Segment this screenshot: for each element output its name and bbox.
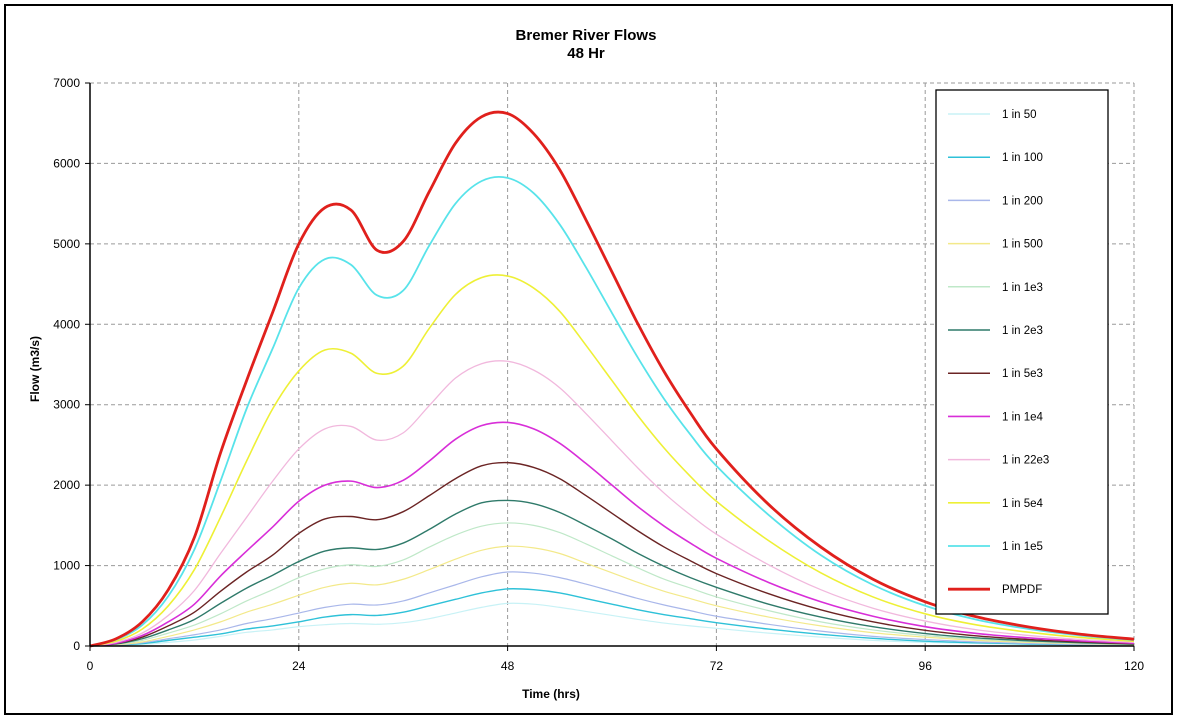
x-tick-label: 48 [501, 659, 515, 673]
y-tick-label: 6000 [53, 156, 80, 170]
legend-label: PMPDF [1002, 584, 1042, 596]
legend-label: 1 in 1e5 [1002, 541, 1043, 553]
x-tick-label: 72 [710, 659, 724, 673]
legend: 1 in 50 1 in 100 1 in 200 1 in 500 1 in 1e3 1… [935, 89, 1109, 615]
legend-label: 1 in 200 [1002, 195, 1043, 207]
series-line-pmpdf [89, 110, 1135, 648]
series-line-1-in-200 [89, 571, 1135, 647]
y-axis-title: Flow (m3/s) [28, 336, 42, 402]
legend-label: 1 in 100 [1002, 152, 1043, 164]
x-tick-label: 120 [1124, 659, 1144, 673]
legend-label: 1 in 22e3 [1002, 455, 1049, 467]
series-line-1-in-500 [89, 545, 1135, 647]
series-line-1-in-1e3 [89, 522, 1135, 647]
legend-label: 1 in 50 [1002, 109, 1037, 121]
series-line-1-in-22e3 [89, 360, 1135, 647]
y-tick-label: 7000 [53, 76, 80, 90]
chart-title: Bremer River Flows [516, 27, 657, 44]
y-tick-label: 1000 [53, 559, 80, 573]
series-line-1-in-1e5 [89, 176, 1135, 647]
chart-subtitle: 48 Hr [567, 45, 605, 62]
line-chart: Bremer River Flows 48 Hr 0 1000 2000 3000 40… [28, 27, 1144, 701]
series-lines [89, 110, 1135, 648]
x-tick-label: 24 [292, 659, 306, 673]
legend-label: 1 in 500 [1002, 239, 1043, 251]
y-tick-label: 3000 [53, 398, 80, 412]
series-line-1-in-1e4 [89, 421, 1135, 647]
y-tick-label: 5000 [53, 237, 80, 251]
legend-label: 1 in 5e3 [1002, 368, 1043, 380]
legend-label: 1 in 1e4 [1002, 411, 1044, 423]
series-line-1-in-5e3 [89, 461, 1135, 647]
series-line-1-in-100 [89, 588, 1135, 647]
x-tick-label: 0 [87, 659, 94, 673]
series-line-1-in-2e3 [89, 499, 1135, 647]
chart-frame: Bremer River Flows 48 Hr 0 1000 2000 3000 40… [4, 4, 1173, 715]
tick-labels: 0 1000 2000 3000 4000 5000 6000 7000 0 24 48 72 96 12… [53, 76, 1144, 673]
legend-label: 1 in 1e3 [1002, 282, 1043, 294]
series-line-1-in-50 [89, 602, 1135, 647]
y-tick-label: 0 [73, 639, 80, 653]
x-tick-label: 96 [919, 659, 933, 673]
y-tick-label: 2000 [53, 478, 80, 492]
legend-label: 1 in 2e3 [1002, 325, 1043, 337]
y-tick-label: 4000 [53, 317, 80, 331]
x-axis-title: Time (hrs) [522, 687, 580, 701]
axes [85, 82, 1135, 651]
legend-label: 1 in 5e4 [1002, 498, 1044, 510]
legend-box [935, 89, 1109, 615]
series-line-1-in-5e4 [89, 274, 1135, 647]
